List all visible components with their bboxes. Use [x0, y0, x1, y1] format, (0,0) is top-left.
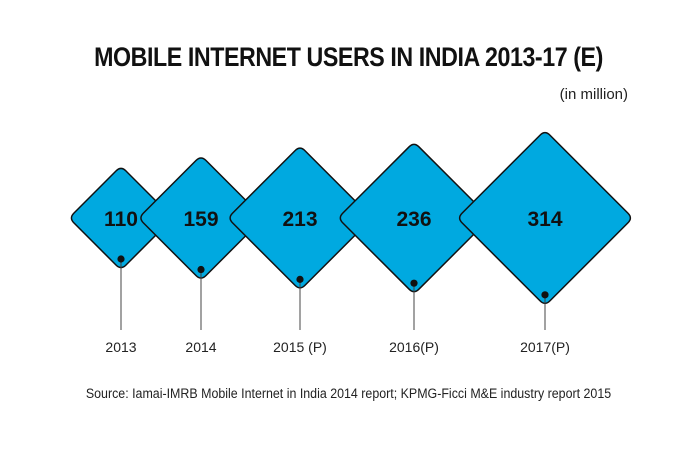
marker-dot — [410, 279, 418, 287]
chart-unit-label: (in million) — [559, 86, 628, 103]
diamond-mark-2015p — [229, 147, 371, 289]
value-label: 110 — [104, 208, 138, 231]
year-label: 2014 — [185, 339, 216, 355]
diamond-mark-2016p — [339, 143, 489, 293]
chart-title: MOBILE INTERNET USERS IN INDIA 2013-17 (… — [94, 42, 603, 72]
year-label: 2017(P) — [520, 339, 570, 355]
value-label: 236 — [396, 208, 431, 231]
value-label: 213 — [282, 208, 317, 231]
diamond-mark-2014 — [140, 157, 262, 279]
marker-dot — [541, 291, 549, 299]
year-label: 2016(P) — [389, 339, 439, 355]
year-label: 2013 — [105, 339, 136, 355]
marker-dot — [117, 255, 125, 263]
diamond-mark-2017p — [458, 131, 632, 305]
chart-source-note: Source: Iamai-IMRB Mobile Internet in In… — [85, 386, 612, 401]
value-label: 314 — [527, 208, 562, 231]
year-label: 2015 (P) — [273, 339, 327, 355]
value-label: 159 — [183, 208, 218, 231]
marker-dot — [296, 275, 304, 283]
diamond-mark-2013 — [70, 167, 172, 269]
marker-dot — [197, 265, 205, 274]
